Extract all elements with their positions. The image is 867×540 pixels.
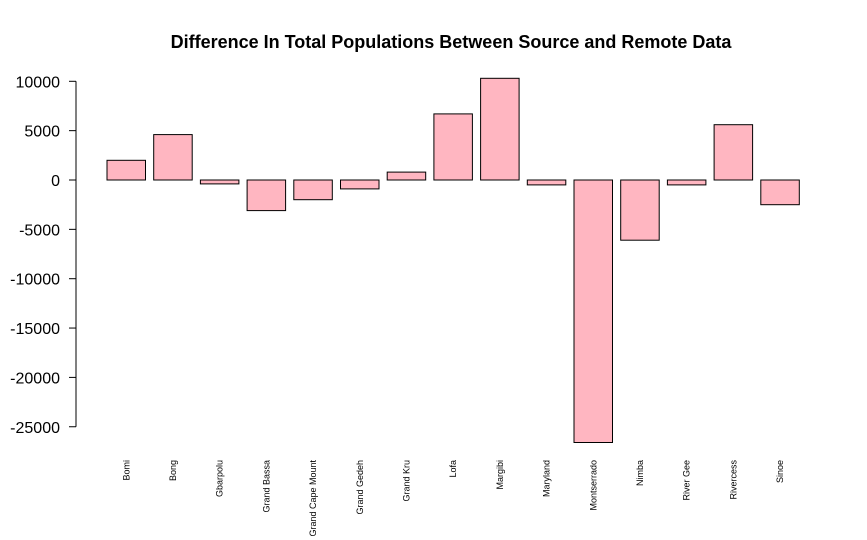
x-tick-label: Bomi	[121, 460, 131, 481]
y-tick-label: 10000	[16, 74, 61, 91]
bar-sinoe	[760, 179, 800, 206]
x-tick-label: Sinoe	[775, 460, 785, 483]
y-tick-label: -25000	[10, 420, 60, 437]
bar-grand-gedeh	[340, 179, 380, 190]
y-tick-label: -10000	[10, 272, 60, 289]
x-tick-label: Montserrado	[588, 460, 598, 511]
bar-rivercess	[713, 124, 754, 181]
bar-nimba	[620, 179, 660, 241]
bars	[106, 77, 800, 443]
x-tick-label: Rivercess	[728, 460, 738, 500]
y-axis: 10000 5000 0 -5000 -10000 -15000 -20000 -25000	[10, 74, 77, 437]
bar-grand-bassa	[246, 179, 287, 212]
bar-bong	[153, 134, 193, 181]
y-tick-label: -5000	[19, 222, 60, 239]
y-tick-label: -15000	[10, 321, 60, 338]
x-tick-label: Grand Kru	[402, 460, 412, 502]
x-tick-label: Margibi	[495, 460, 505, 490]
x-tick-label: Gbarpolu	[215, 460, 225, 497]
x-tick-label: Grand Cape Mount	[308, 460, 318, 537]
x-tick-label: Lofa	[448, 460, 458, 478]
x-axis-labels: Bomi Bong Gbarpolu Grand Bassa Grand Cape Mo…	[121, 460, 785, 537]
x-tick-label: Nimba	[635, 460, 645, 486]
y-tick-label: 5000	[24, 124, 60, 141]
x-tick-label: Grand Bassa	[261, 460, 271, 513]
bar-lofa	[433, 113, 473, 181]
bar-grand-cape-mount	[293, 179, 333, 201]
chart-title: Difference In Total Populations Between …	[171, 32, 733, 52]
x-tick-label: Grand Gedeh	[355, 460, 365, 515]
x-tick-label: River Gee	[682, 460, 692, 501]
bar-grand-kru	[386, 171, 427, 181]
bar-river-gee	[666, 179, 707, 186]
y-tick-label: 0	[51, 173, 60, 190]
bar-margibi	[480, 77, 520, 181]
bar-montserrado	[573, 179, 613, 443]
bar-maryland	[526, 179, 567, 186]
bar-bomi	[106, 159, 146, 181]
bar-gbarpolu	[199, 179, 240, 185]
x-tick-label: Maryland	[542, 460, 552, 497]
x-tick-label: Bong	[168, 460, 178, 481]
y-tick-label: -20000	[10, 370, 60, 387]
